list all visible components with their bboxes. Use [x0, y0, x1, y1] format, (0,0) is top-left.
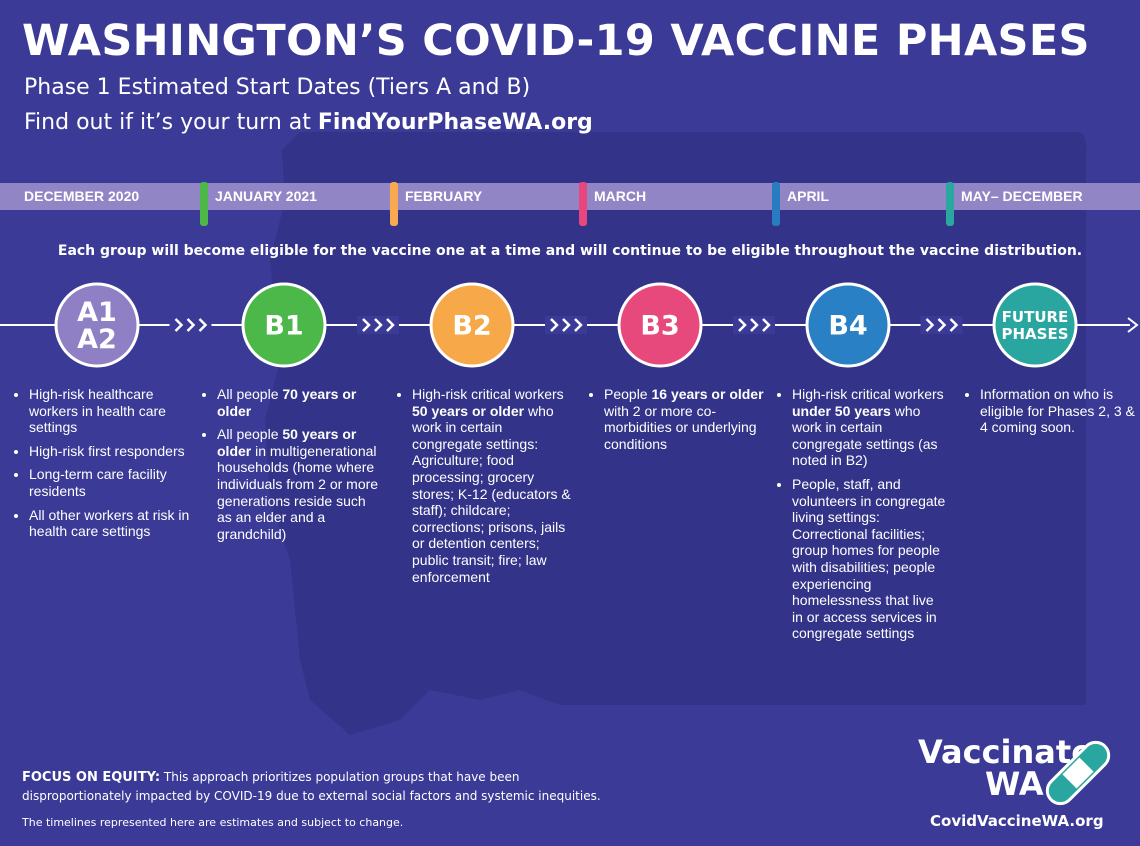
bullet-list: Information on who is eligible for Phase…: [966, 386, 1140, 436]
bullet-list: High-risk healthcare workers in health c…: [15, 386, 193, 540]
equity-statement: FOCUS ON EQUITY: This approach prioritiz…: [22, 768, 622, 805]
bullet: People, staff, and volunteers in congreg…: [792, 476, 948, 642]
phase-badge: [241, 282, 327, 368]
bullet: High-risk first responders: [29, 443, 193, 460]
chevron: [574, 318, 583, 332]
text: with 2 or more co-morbidities or underly…: [604, 402, 757, 452]
bullet-list: High-risk critical workers 50 years or o…: [398, 386, 576, 585]
chevron: [374, 318, 383, 332]
bold-text: 50 years or older: [217, 426, 357, 459]
badge-label: B4: [828, 311, 867, 342]
bold-text: 70 years or older: [217, 386, 357, 419]
chevron: [738, 318, 747, 332]
bold-text: 50 years or older: [412, 402, 525, 419]
badge-label: B3: [640, 311, 679, 342]
chevron: [762, 318, 771, 332]
badge-label: A2: [77, 324, 117, 355]
line-arrowhead: [1127, 317, 1139, 333]
timeline-tick: [946, 182, 954, 226]
bullet-list: People 16 years or older with 2 or more …: [590, 386, 768, 452]
chevron: [186, 318, 196, 332]
timeline-tick: [200, 182, 208, 226]
site-url[interactable]: CovidVaccineWA.org: [930, 812, 1104, 830]
text: People, staff, and volunteers in congreg…: [792, 475, 946, 642]
timeline-tick: [772, 182, 780, 226]
bullet: High-risk critical workers under 50 year…: [792, 386, 948, 469]
bullet: Long-term care facility residents: [29, 466, 193, 499]
chevron: [550, 318, 559, 332]
bullet: All people 50 years or older in multigen…: [217, 426, 381, 542]
bullet: All other workers at risk in health care…: [29, 507, 193, 540]
chevron: [949, 318, 959, 332]
phase-details: Information on who is eligible for Phase…: [966, 386, 1140, 443]
text: who work in certain congregate settings:…: [412, 402, 571, 585]
bullet: Information on who is eligible for Phase…: [980, 386, 1140, 436]
text: who work in certain congregate settings …: [792, 402, 938, 469]
badge-label: B1: [264, 311, 303, 342]
bullet: All people 70 years or older: [217, 386, 381, 419]
text: People: [604, 386, 652, 402]
timeline-tick: [579, 182, 587, 226]
cta-text: Find out if it’s your turn at: [24, 110, 318, 135]
timeline-label: JANUARY 2021: [215, 188, 317, 204]
chevron: [174, 318, 184, 332]
equity-text: This approach prioritizes population gro…: [22, 770, 601, 803]
text: Long-term care facility residents: [29, 466, 167, 499]
badge-label: B2: [452, 311, 491, 342]
chevron: [750, 318, 759, 332]
badge-label: PHASES: [1001, 325, 1068, 343]
text: Information on who is eligible for Phase…: [980, 386, 1135, 436]
timeline-label: APRIL: [787, 188, 829, 204]
cta-link[interactable]: FindYourPhaseWA.org: [317, 110, 593, 135]
bullet: People 16 years or older with 2 or more …: [604, 386, 768, 452]
text: All people: [217, 426, 283, 443]
text: All other workers at risk in health care…: [29, 506, 190, 540]
badge-label: FUTURE: [1002, 308, 1069, 326]
text: in multigenerational households (home wh…: [217, 442, 379, 542]
bullet: High-risk healthcare workers in health c…: [29, 386, 193, 436]
chevron: [198, 318, 208, 332]
phase-badge: [54, 282, 140, 368]
chevron: [386, 318, 395, 332]
phase-badge: [992, 282, 1078, 368]
chevron: [925, 318, 935, 332]
text: High-risk first responders: [29, 442, 185, 459]
text: High-risk healthcare workers in health c…: [29, 386, 166, 436]
bullet-list: High-risk critical workers under 50 year…: [778, 386, 948, 642]
logo-bottom: WA: [985, 765, 1044, 803]
phase-details: High-risk critical workers 50 years or o…: [398, 386, 576, 592]
bullet-list: All people 70 years or olderAll people 5…: [203, 386, 381, 542]
bold-text: under 50 years: [792, 402, 891, 419]
bullet: High-risk critical workers 50 years or o…: [412, 386, 576, 585]
text: All people: [217, 386, 283, 402]
call-to-action: Find out if it’s your turn at FindYourPh…: [24, 110, 593, 135]
chevron: [362, 318, 371, 332]
phase-badge: [805, 282, 891, 368]
equity-label: FOCUS ON EQUITY:: [22, 770, 161, 785]
phase-details: People 16 years or older with 2 or more …: [590, 386, 768, 459]
bold-text: 16 years or older: [651, 386, 764, 402]
chevron: [562, 318, 571, 332]
timeline-tick: [390, 182, 398, 226]
timeline-label: FEBRUARY: [405, 188, 483, 204]
timeline-label: MAY– DECEMBER: [961, 188, 1083, 204]
eligibility-note: Each group will become eligible for the …: [57, 243, 1083, 259]
phase-badge: [429, 282, 515, 368]
badge-label: A1: [77, 297, 117, 328]
disclaimer: The timelines represented here are estim…: [22, 816, 404, 829]
text: High-risk critical workers: [412, 386, 564, 402]
timeline-label: MARCH: [594, 188, 646, 204]
phase-details: All people 70 years or olderAll people 5…: [203, 386, 381, 549]
chevron: [937, 318, 947, 332]
text: High-risk critical workers: [792, 386, 944, 402]
timeline-label: DECEMBER 2020: [24, 188, 139, 204]
title: WASHINGTON’S COVID-19 VACCINE PHASES: [22, 16, 1090, 66]
phase-details: High-risk critical workers under 50 year…: [778, 386, 948, 649]
phase-details: High-risk healthcare workers in health c…: [15, 386, 193, 547]
subtitle: Phase 1 Estimated Start Dates (Tiers A a…: [24, 75, 531, 100]
phase-badge: [617, 282, 703, 368]
